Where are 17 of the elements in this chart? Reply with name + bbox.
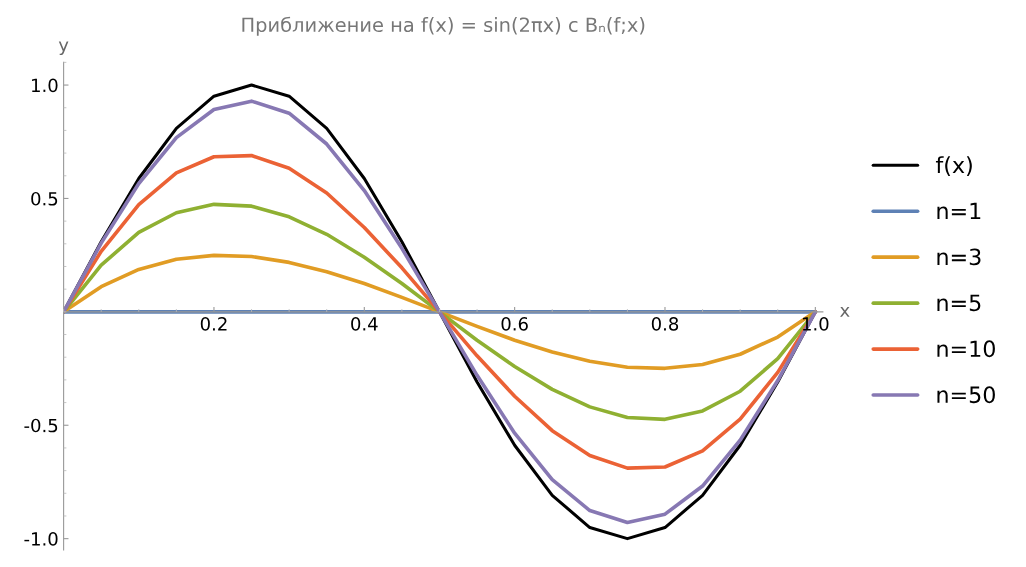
legend-label: n=10 xyxy=(937,340,995,358)
y-tick-label: -1.0 xyxy=(24,532,58,546)
y-tick-label: -0.5 xyxy=(24,418,58,433)
x-tick-label: 0.2 xyxy=(200,317,227,331)
legend-label: n=3 xyxy=(937,248,981,266)
chart-title: Приближение на f(x) = sin(2πx) с Bₙ(f;x) xyxy=(242,16,645,36)
legend-label: n=50 xyxy=(937,386,995,404)
x-tick-label: 0.4 xyxy=(351,317,378,331)
legend-label: n=1 xyxy=(937,202,981,219)
x-tick-label: 0.6 xyxy=(501,317,528,331)
y-tick-label: 1.0 xyxy=(32,78,58,93)
x-tick-label: 0.8 xyxy=(651,317,679,331)
legend-label: n=5 xyxy=(937,294,981,312)
y-tick-label: 0.5 xyxy=(31,191,58,206)
x-axis-title: x xyxy=(840,306,850,317)
legend-label: f(x) xyxy=(935,156,972,176)
y-axis-title: y xyxy=(58,41,69,56)
